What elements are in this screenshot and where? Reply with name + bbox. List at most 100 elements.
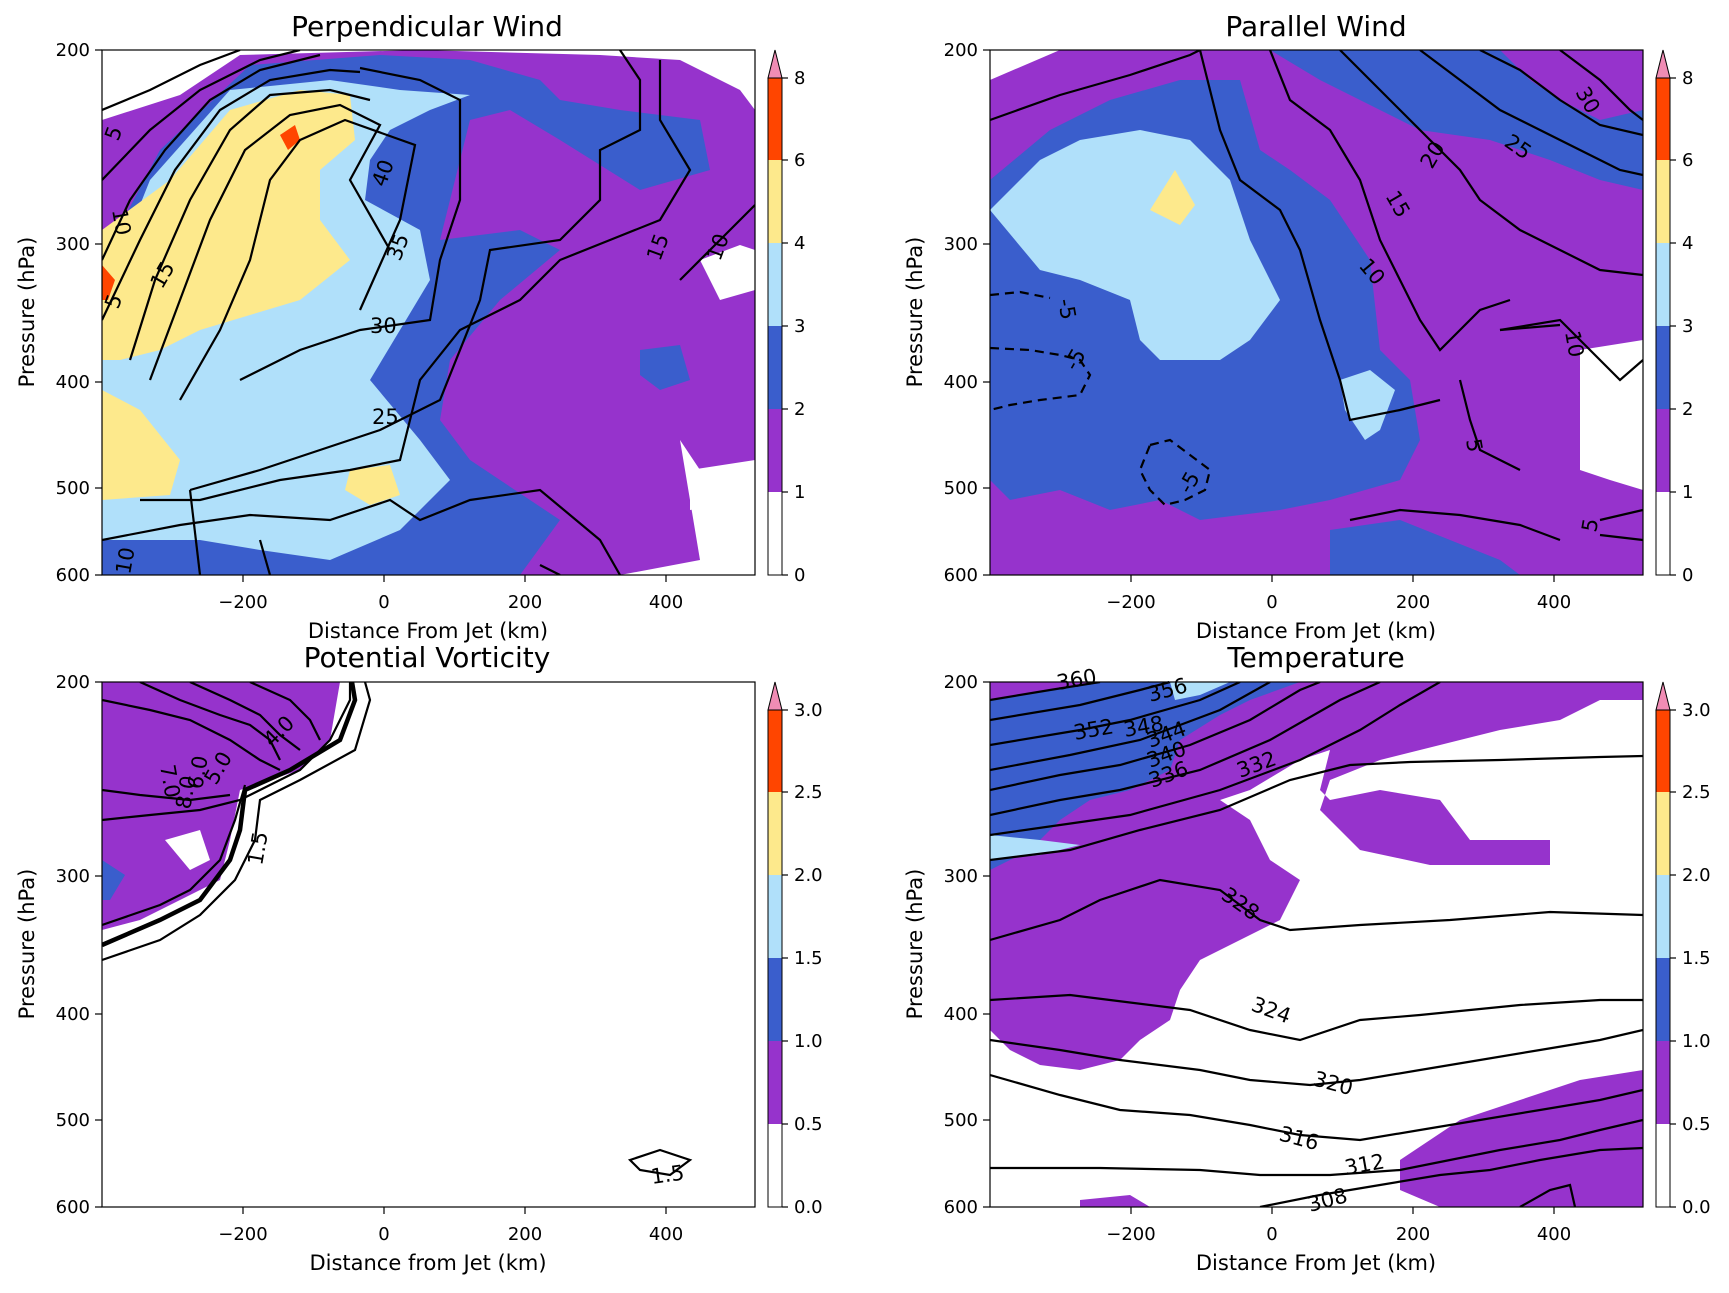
contour-label: 7.0: [155, 763, 184, 800]
colorbar: 3.0 2.5 2.0 1.5 1.0 0.5 0.0: [767, 681, 823, 1218]
contour-line: [258, 539, 272, 575]
x-tick-label: 200: [1396, 1224, 1430, 1245]
x-tick-label: −200: [1106, 592, 1155, 613]
y-tick-label: 200: [944, 40, 978, 61]
y-axis: 200 300 400 500 600 Pressure (hPa): [15, 672, 102, 1218]
panel-perpendicular-wind: Perpendicular Wind: [15, 10, 805, 643]
line-contours: [102, 50, 755, 575]
fill-level-1: [990, 682, 1643, 1070]
contour-label: 1.5: [649, 1161, 685, 1189]
contour-line: [990, 1073, 1643, 1142]
colorbar-tick: 8: [1682, 68, 1693, 89]
contour-line-negative: [990, 346, 1092, 412]
y-axis-label: Pressure (hPa): [903, 237, 927, 388]
contour-label: 5: [1461, 437, 1487, 454]
colorbar-tick: 1.0: [1682, 1031, 1711, 1052]
contour-line: [679, 204, 755, 281]
panel-potential-vorticity: Potential Vorticity 4.0 5.0 6.0 7.0 8.0: [15, 641, 823, 1275]
contour-line: [990, 754, 1643, 862]
fill-white: [690, 460, 755, 510]
x-tick-label: 400: [1537, 592, 1571, 613]
colorbar-tick: 2.5: [1682, 782, 1711, 803]
x-tick-label: 400: [649, 1224, 683, 1245]
filled-contours: [102, 50, 755, 575]
y-axis: 200 300 400 500 600 Pressure (hPa): [15, 40, 102, 586]
contour-line: [1499, 323, 1561, 332]
contour-line: [249, 682, 321, 741]
x-axis-label: Distance From Jet (km): [1196, 619, 1436, 643]
colorbar-tick: 6: [794, 150, 805, 171]
line-contours: [990, 50, 1643, 542]
contour-line: [102, 488, 621, 575]
fill-white-b: [1580, 340, 1643, 490]
fill-level-2b: [1270, 50, 1643, 190]
contour-line: [539, 564, 561, 575]
contour-line-negative: [1138, 438, 1212, 507]
fill-level-1c: [1080, 1195, 1150, 1207]
colorbar-tick: 0.5: [794, 1114, 823, 1135]
fill-level-4b: [102, 390, 180, 500]
contour-line: [102, 788, 231, 802]
colorbar-tick: 2: [794, 399, 805, 420]
colorbar-tick: 0.0: [794, 1197, 823, 1218]
colorbar-tick: 2: [1682, 399, 1693, 420]
y-tick-label: 200: [56, 40, 90, 61]
contour-line-negative: [990, 290, 1051, 300]
colorbar-tick: 1.0: [794, 1031, 823, 1052]
plot-frame: [101, 681, 756, 1208]
contour-line: [128, 88, 371, 361]
x-tick-label: −200: [218, 592, 267, 613]
x-axis-label: Distance from Jet (km): [309, 1251, 546, 1275]
fill-level-3: [990, 130, 1280, 360]
contour-line: [1259, 1146, 1643, 1207]
fill-level-4: [102, 90, 355, 360]
contour-line: [1458, 379, 1521, 471]
y-tick-label: 500: [944, 478, 978, 499]
fill-level-4c: [345, 465, 400, 505]
panel-temperature: Temperature: [903, 641, 1711, 1275]
colorbar-tick: 6: [1682, 150, 1693, 171]
contour-line: [189, 682, 301, 751]
colorbar-tick: 3.0: [1682, 700, 1711, 721]
y-tick-label: 300: [944, 234, 978, 255]
line-contours: [102, 682, 693, 1177]
y-axis: 200 300 400 500 600 Pressure (hPa): [903, 672, 990, 1218]
plot-frame: [101, 49, 756, 576]
fill-level-6: [280, 125, 300, 150]
contour-label: 5: [1577, 517, 1603, 534]
contour-line: [990, 682, 1441, 837]
contour-line: [627, 1148, 693, 1177]
contour-label: 6.0: [183, 754, 212, 791]
contour-line: [990, 682, 1241, 747]
fill-level-2: [102, 860, 125, 900]
fill-level-4: [1150, 170, 1195, 225]
contour-line: [102, 68, 361, 321]
contour-labels: 360 356 352 348 344 340 336 332 328 324 …: [1055, 664, 1387, 1217]
x-tick-label: 400: [1537, 1224, 1571, 1245]
contour-line: [990, 682, 1381, 817]
contour-label: 25: [372, 405, 399, 429]
x-tick-label: 0: [1266, 592, 1277, 613]
contour-line: [188, 489, 202, 575]
y-tick-label: 500: [944, 1110, 978, 1131]
contour-label: 10: [107, 207, 135, 237]
contour-line: [990, 878, 1643, 942]
contour-label: 10: [1560, 329, 1588, 359]
colorbar-tick: 3: [1682, 316, 1693, 337]
colorbar-tick: 1: [794, 482, 805, 503]
line-contours: [990, 682, 1643, 1207]
y-axis-label: Pressure (hPa): [15, 869, 39, 1020]
contour-line: [102, 784, 247, 927]
x-tick-label: 0: [1266, 1224, 1277, 1245]
colorbar: 3.0 2.5 2.0 1.5 1.0 0.5 0.0: [1655, 681, 1711, 1218]
y-axis-label: Pressure (hPa): [15, 237, 39, 388]
y-axis: 200 300 400 500 600 Pressure (hPa): [903, 40, 990, 586]
contour-line: [990, 682, 1101, 702]
contour-label: 10: [111, 545, 139, 575]
panel-parallel-wind: Parallel Wind: [903, 10, 1693, 643]
x-axis-label: Distance From Jet (km): [1196, 1251, 1436, 1275]
panel-title: Perpendicular Wind: [291, 10, 563, 43]
contour-line: [1339, 50, 1643, 277]
y-tick-label: 400: [56, 372, 90, 393]
contour-line: [1419, 50, 1643, 177]
